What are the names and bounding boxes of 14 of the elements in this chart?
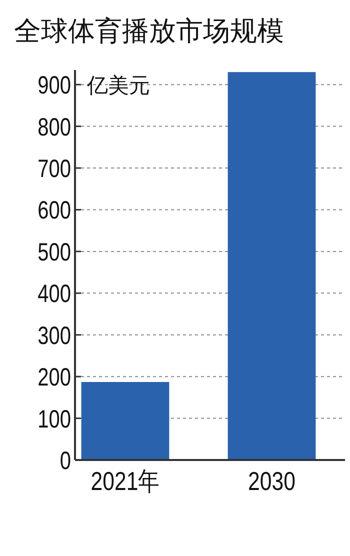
y-tick-label: 800 (38, 113, 71, 141)
chart-title: 全球体育播放市场规模 (14, 16, 284, 46)
y-tick-label: 700 (38, 154, 71, 183)
y-tick-label: 0 (60, 446, 71, 475)
y-axis-title: 亿美元 (86, 74, 150, 98)
y-tick-label: 900 (38, 72, 71, 100)
y-tick-label: 200 (38, 363, 71, 392)
y-tick-label: 500 (38, 238, 71, 266)
y-tick-label: 600 (38, 196, 71, 224)
x-tick-label: 2021年 (90, 467, 160, 497)
y-tick-label: 100 (38, 405, 71, 433)
y-tick-label: 300 (38, 322, 71, 350)
x-tick-label: 2030 (248, 467, 296, 497)
y-tick-label: 400 (38, 280, 71, 308)
